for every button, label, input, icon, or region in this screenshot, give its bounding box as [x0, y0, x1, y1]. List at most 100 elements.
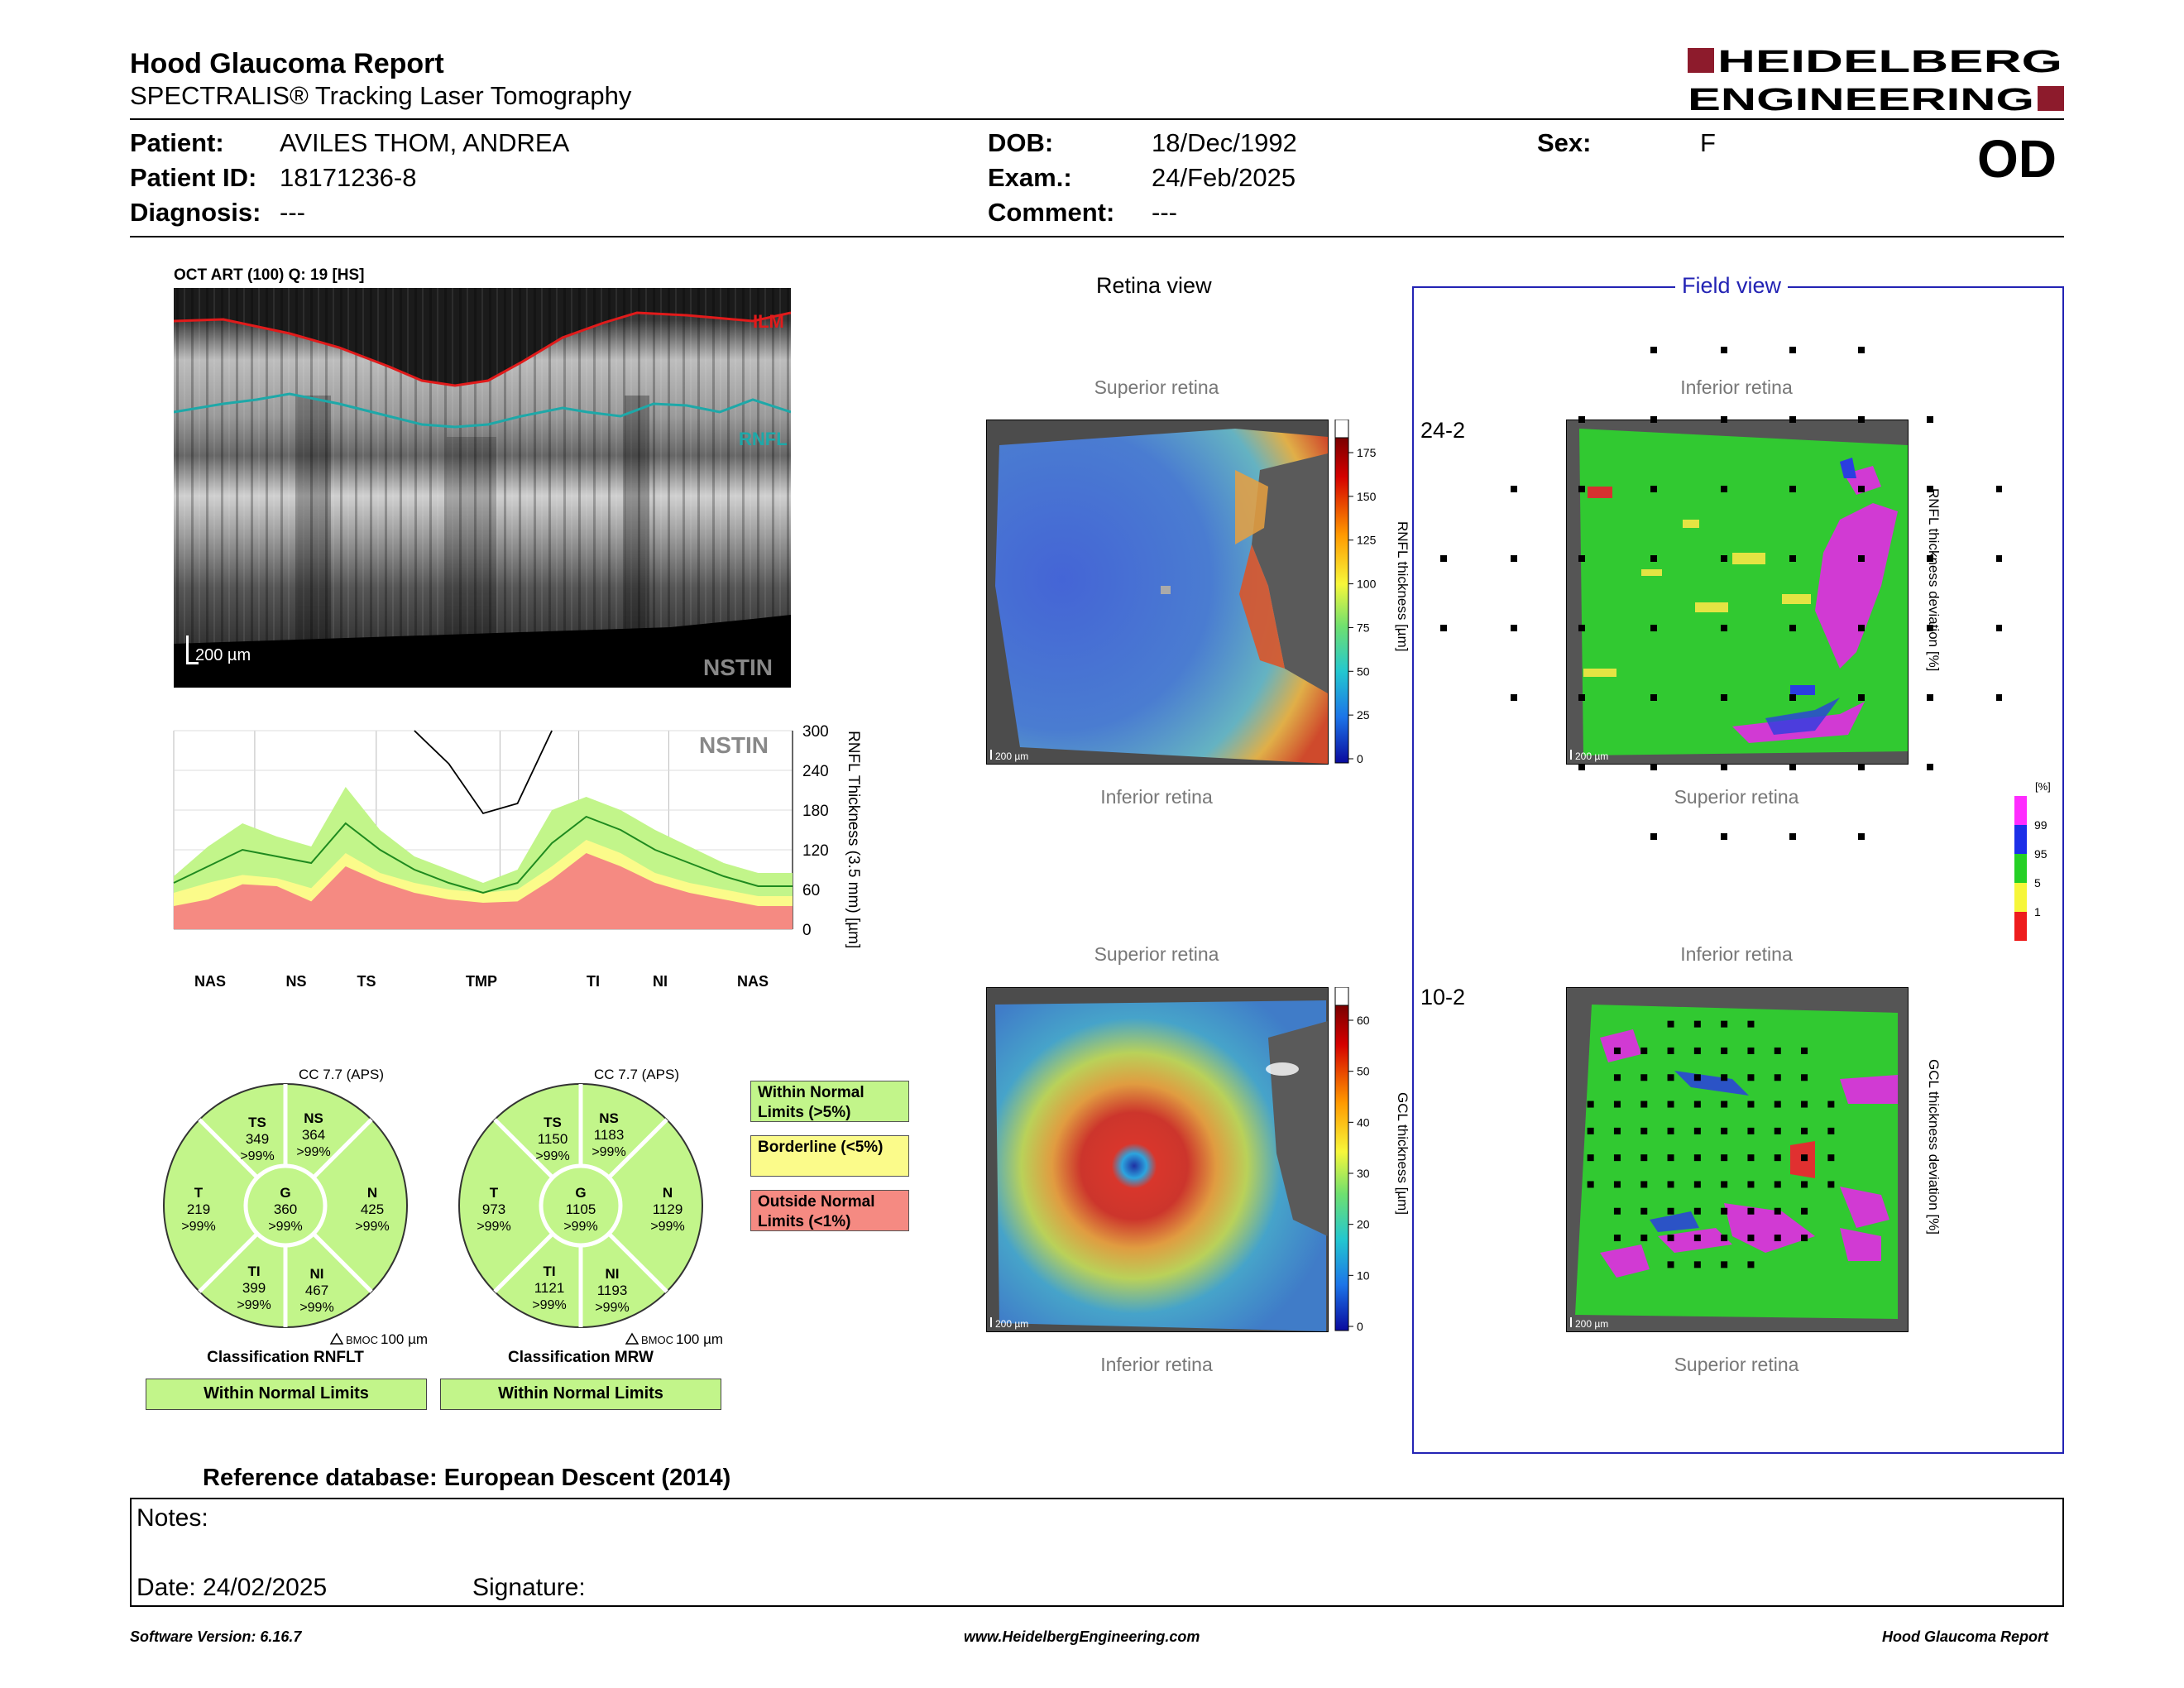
notes-box[interactable]: Notes: Date: 24/02/2025 Signature: [130, 1498, 2064, 1607]
sector-value-TI: 1121 [534, 1280, 565, 1296]
header-divider-bottom [130, 236, 2064, 237]
test-point [1996, 694, 2003, 701]
sector-cc-label: CC 7.7 (APS) [594, 1067, 679, 1082]
retina-gcl-inferior-label: Inferior retina [1100, 1354, 1213, 1375]
chart-sector-label: NI [653, 973, 668, 990]
cbar-tick-label: 0 [1357, 1320, 1363, 1333]
grid-24-2-points [1423, 331, 2003, 861]
test-point [1827, 1127, 1835, 1134]
oct-bscan-image: ILM RNFL 200 µm NSTIN [174, 288, 791, 688]
test-point [1789, 764, 1796, 770]
sector-pct-T: >99% [477, 1220, 510, 1234]
diagnosis: --- [280, 198, 305, 227]
test-point [1667, 1127, 1674, 1134]
svg-text:1: 1 [2034, 905, 2041, 918]
test-point [1587, 1101, 1594, 1108]
test-point [1721, 347, 1727, 353]
rnfl-colorbar-label: RNFL thickness [µm] [1390, 521, 1415, 670]
svg-text:95: 95 [2034, 847, 2048, 861]
bmoc-triangle-icon [625, 1332, 639, 1345]
test-point [1858, 694, 1865, 701]
cbar-tick-label: 125 [1357, 534, 1377, 547]
retina-rnfl-inferior-label: Inferior retina [1100, 786, 1213, 808]
test-point [1640, 1235, 1648, 1242]
test-point [1721, 833, 1727, 840]
test-point [1640, 1181, 1648, 1188]
test-point [1693, 1207, 1701, 1215]
test-point [1640, 1047, 1648, 1054]
sector-value-N: 425 [361, 1201, 384, 1217]
svg-text:GCL thickness [µm]: GCL thickness [µm] [1395, 1092, 1410, 1215]
sector-value-T: 973 [482, 1201, 505, 1217]
test-point [1693, 1101, 1701, 1108]
field-242-inferior-label: Inferior retina [1680, 376, 1793, 398]
cbar-gradient [1334, 437, 1349, 764]
oct-nstin: NSTIN [703, 655, 773, 680]
field-102-superior-label: Superior retina [1674, 1354, 1799, 1375]
test-point [1587, 1181, 1594, 1188]
test-point [1693, 1127, 1701, 1134]
website-link[interactable]: www.HeidelbergEngineering.com [964, 1628, 1200, 1645]
sector-divider [493, 1118, 554, 1179]
test-point [1801, 1047, 1808, 1054]
test-point [1789, 555, 1796, 562]
test-point [1774, 1235, 1781, 1242]
test-point [1667, 1181, 1674, 1188]
sector-pct-NS: >99% [592, 1145, 625, 1159]
cbar-tick-label: 10 [1357, 1268, 1370, 1282]
reference-database: Reference database: European Descent (20… [203, 1465, 731, 1491]
test-point [1721, 1127, 1728, 1134]
test-point [1613, 1154, 1621, 1162]
test-point [1774, 1101, 1781, 1108]
rnflt-sector-chart: TS 349 >99% NS 364 >99% T 219 >99% G 360 >99% N 425 >9… [149, 1061, 438, 1367]
test-point [1578, 416, 1585, 423]
test-point [1511, 625, 1517, 631]
test-point [1747, 1074, 1755, 1081]
comment-label: Comment: [988, 198, 1115, 227]
test-point [1650, 555, 1657, 562]
logo-line2: ENGINEERING [1688, 83, 2034, 117]
test-point [1801, 1101, 1808, 1108]
sector-name-NS: NS [599, 1110, 619, 1126]
sector-divider [198, 1118, 259, 1179]
rnfl-map-scale: 200 µm [995, 750, 1028, 762]
eye-indicator: OD [1977, 129, 2057, 189]
percentile-unit: [%] [2035, 780, 2051, 793]
dob-label: DOB: [988, 128, 1054, 157]
grid-24-2-label: 24-2 [1420, 418, 1466, 443]
patient-id: 18171236-8 [280, 163, 417, 192]
heidelberg-logo: HEIDELBERG ENGINEERING [1688, 45, 2064, 117]
test-point [1827, 1101, 1835, 1108]
sector-name-NS: NS [304, 1110, 323, 1126]
oct-scale: 200 µm [195, 646, 251, 664]
test-point [1774, 1074, 1781, 1081]
ilm-line [174, 311, 791, 387]
footer-report-name: Hood Glaucoma Report [1882, 1628, 2049, 1645]
sector-divider [493, 1232, 554, 1293]
test-point [1693, 1047, 1701, 1054]
chart-ytick-label: 180 [802, 803, 829, 820]
bmoc-value: 100 µm [676, 1331, 723, 1347]
test-point [1858, 625, 1865, 631]
test-point [1693, 1235, 1701, 1242]
sector-value-TS: 349 [246, 1131, 269, 1147]
oct-caption: OCT ART (100) Q: 19 [HS] [174, 266, 365, 284]
sector-value-NS: 1183 [594, 1127, 625, 1143]
test-point [1578, 555, 1585, 562]
bmoc-value: 100 µm [381, 1331, 428, 1347]
exam-label: Exam.: [988, 163, 1072, 192]
sector-name-T: T [194, 1185, 204, 1201]
gcl-map-scale: 200 µm [995, 1318, 1028, 1330]
bmoc-triangle-icon [329, 1332, 344, 1345]
sector-name-N: N [367, 1185, 377, 1201]
sector-name-TS: TS [248, 1115, 266, 1130]
logo-graphic: HEIDELBERG ENGINEERING [1688, 45, 2064, 117]
test-point [1789, 486, 1796, 492]
test-point [1640, 1074, 1648, 1081]
test-point [1650, 416, 1657, 423]
test-point [1801, 1074, 1808, 1081]
sector-name-TS: TS [544, 1115, 562, 1130]
test-point [1721, 1074, 1728, 1081]
test-point [1927, 416, 1933, 423]
test-point [1650, 833, 1657, 840]
